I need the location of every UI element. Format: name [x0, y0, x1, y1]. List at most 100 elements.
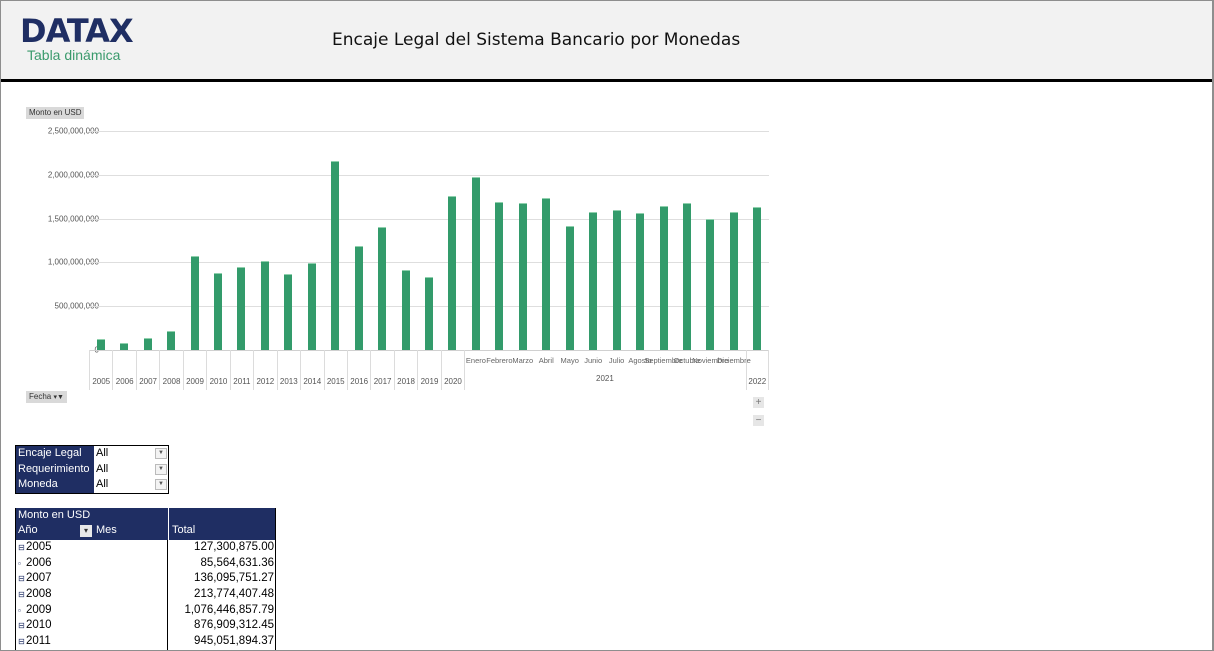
bar[interactable]	[378, 227, 387, 350]
filter-dropdown[interactable]: All ▼	[94, 477, 168, 493]
bar[interactable]	[518, 202, 527, 350]
filter-requerimiento: Requerimiento All ▼	[16, 461, 168, 478]
bar[interactable]	[471, 177, 480, 350]
collapse-icon[interactable]: ▫	[18, 605, 21, 615]
x-month-label: Junio	[584, 356, 603, 365]
dropdown-arrow-icon[interactable]: ▼	[155, 448, 167, 459]
bar[interactable]	[753, 207, 762, 350]
bar[interactable]	[542, 198, 551, 350]
table-row: ⊟2005 127,300,875.00	[16, 540, 275, 556]
filter-moneda: Moneda All ▼	[16, 477, 168, 493]
total-cell: 876,909,312.45	[194, 619, 274, 632]
x-category-2021	[464, 350, 745, 390]
x-category-year: 2006	[112, 350, 135, 390]
bar[interactable]	[682, 202, 691, 350]
year-column-header: Año	[18, 524, 38, 536]
dropdown-arrow-icon[interactable]: ▼	[155, 463, 167, 475]
bar[interactable]	[190, 255, 199, 350]
x-month-label: Febrero	[486, 356, 513, 365]
x-month-label: Noviembre	[692, 356, 729, 365]
pivot-chart[interactable]: Monto en USD 0500,000,0001,000,000,0001,…	[22, 100, 782, 426]
bar[interactable]	[425, 277, 434, 350]
collapse-icon[interactable]: ⊟	[18, 574, 25, 584]
bar[interactable]	[706, 218, 715, 350]
bar[interactable]	[307, 263, 316, 350]
bar[interactable]	[237, 267, 246, 350]
bar[interactable]	[729, 211, 738, 350]
y-tick-label: 2,500,000,000	[47, 126, 99, 136]
y-tick-label: 2,000,000,000	[47, 170, 99, 180]
bar[interactable]	[589, 212, 598, 350]
bar[interactable]	[167, 331, 176, 350]
table-row: ⊟2007 136,095,751.27	[16, 571, 275, 588]
filter-dropdown[interactable]: All ▼	[94, 462, 168, 478]
month-column-header: Mes	[96, 524, 117, 536]
filter-label: Moneda	[16, 477, 94, 493]
total-cell: 1,076,446,857.79	[184, 603, 274, 616]
bar[interactable]	[401, 270, 410, 350]
collapse-icon[interactable]: ▫	[18, 558, 21, 568]
collapse-minus-icon[interactable]: −	[753, 415, 764, 426]
measure-field-button[interactable]: Monto en USD	[26, 107, 85, 119]
filter-dropdown[interactable]: All ▼	[94, 446, 168, 462]
filter-encaje-legal: Encaje Legal All ▼	[16, 446, 168, 462]
bar[interactable]	[143, 338, 152, 350]
total-cell: 85,564,631.36	[200, 556, 274, 569]
year-cell[interactable]: ▫ 2006	[16, 555, 168, 572]
collapse-icon[interactable]: ⊟	[18, 621, 25, 631]
total-cell: 136,095,751.27	[194, 572, 274, 585]
collapse-icon[interactable]: ⊟	[18, 637, 25, 647]
table-row: ⊟2010 876,909,312.45	[16, 618, 275, 635]
x-category-year: 2019	[417, 350, 440, 390]
bar[interactable]	[448, 195, 457, 350]
bar[interactable]	[260, 260, 269, 350]
table-row: ▫ 2006 85,564,631.36	[16, 555, 275, 572]
filter-label: Requerimiento	[16, 461, 94, 477]
bar[interactable]	[636, 213, 645, 350]
y-tick-label: 1,500,000,000	[47, 214, 99, 224]
bar[interactable]	[120, 342, 129, 350]
bar[interactable]	[213, 273, 222, 350]
x-month-label: Julio	[608, 356, 625, 365]
bar[interactable]	[612, 209, 621, 350]
logo-subtitle: Tabla dinámica	[27, 47, 121, 63]
funnel-icon: ▾▼	[53, 394, 64, 401]
expand-plus-icon[interactable]: +	[753, 397, 764, 408]
year-cell[interactable]: ⊟2007	[16, 571, 168, 588]
year-cell[interactable]: ⊟2005	[16, 540, 168, 556]
collapse-icon[interactable]: ⊟	[18, 590, 25, 600]
year-cell[interactable]: ⊟2010	[16, 618, 168, 635]
year-cell[interactable]: ⊟2011	[16, 634, 168, 650]
x-month-label: Diciembre	[716, 356, 751, 365]
x-category-year: 2009	[182, 350, 206, 390]
bar[interactable]	[354, 245, 363, 350]
collapse-icon[interactable]: ⊟	[18, 543, 25, 552]
x-month-label: Marzo	[512, 356, 534, 365]
table-row: ▫ 2009 1,076,446,857.79	[16, 602, 275, 619]
fecha-field-button[interactable]: Fecha ▾▼	[26, 391, 67, 403]
filter-value: All	[96, 462, 109, 475]
dropdown-arrow-icon[interactable]: ▼	[155, 479, 167, 490]
bar[interactable]	[331, 160, 340, 350]
year-cell[interactable]: ⊟2008	[16, 587, 168, 603]
filter-value: All	[96, 447, 109, 459]
page-title: Encaje Legal del Sistema Bancario por Mo…	[332, 30, 741, 50]
x-month-label: Septiembre	[644, 356, 683, 365]
pivot-header: Monto en USD Año ▾ Mes Total	[16, 508, 275, 540]
bar[interactable]	[96, 338, 105, 350]
year-cell[interactable]: ▫ 2009	[16, 602, 168, 619]
x-category-year: 2012	[253, 350, 276, 390]
measure-label: Monto en USD	[18, 509, 91, 521]
filter-label: Encaje Legal	[16, 446, 94, 462]
bar[interactable]	[565, 225, 574, 350]
x-month-label: Octubre	[673, 356, 701, 365]
bar[interactable]	[284, 273, 293, 350]
x-category-year: 2017	[370, 350, 393, 390]
filter-dropdown-icon[interactable]: ▾	[80, 525, 92, 537]
report-filters: Encaje Legal All ▼ Requerimiento All ▼ Mon…	[15, 445, 169, 494]
y-tick-label: 1,000,000,000	[47, 257, 99, 267]
x-category-year: 2005	[89, 350, 112, 390]
total-cell: 213,774,407.48	[194, 588, 274, 601]
bar[interactable]	[659, 206, 668, 350]
bar[interactable]	[495, 201, 504, 350]
